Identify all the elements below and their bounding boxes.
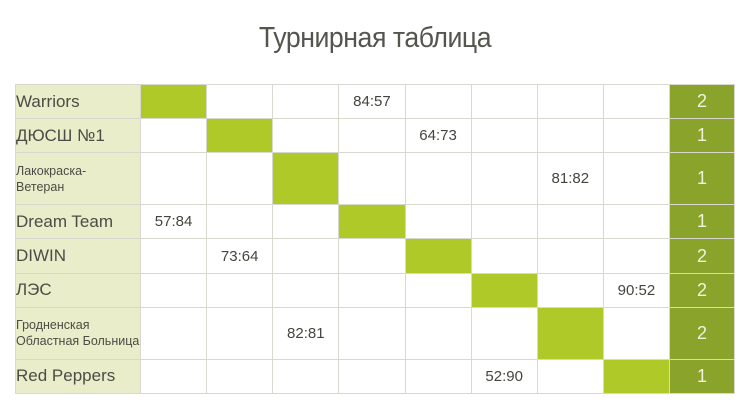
empty-cell (206, 272, 274, 308)
table-row: DIWIN 73:64 2 (15, 238, 735, 274)
empty-cell (272, 204, 340, 240)
empty-cell (602, 83, 671, 120)
points-cell: 1 (669, 358, 735, 395)
team-name: DIWIN (15, 238, 141, 274)
empty-cell (139, 238, 208, 274)
empty-cell (404, 204, 472, 240)
points-cell: 2 (669, 272, 735, 308)
table-row: Лакокраска- Ветеран 81:82 1 (15, 152, 735, 206)
points-cell: 2 (669, 306, 735, 360)
points-cell: 2 (669, 238, 735, 274)
empty-cell (602, 238, 671, 274)
empty-cell (206, 358, 274, 395)
points-cell: 2 (669, 83, 735, 120)
empty-cell (404, 152, 472, 206)
empty-cell (602, 118, 671, 154)
empty-cell (272, 238, 340, 274)
empty-cell (536, 358, 604, 395)
empty-cell (470, 83, 538, 120)
table-row: Warriors 84:57 2 (15, 83, 735, 120)
empty-cell (470, 204, 538, 240)
empty-cell (139, 152, 208, 206)
empty-cell (470, 238, 538, 274)
empty-cell (404, 272, 472, 308)
empty-cell (206, 152, 274, 206)
empty-cell (206, 306, 274, 360)
score-cell: 90:52 (602, 272, 671, 308)
diagonal-cell (404, 238, 472, 274)
diagonal-cell (536, 306, 604, 360)
table-body: Warriors 84:57 2 ДЮСШ №1 64:73 1 Лакокраска- Ве… (15, 83, 735, 395)
score-cell: 57:84 (139, 204, 208, 240)
score-cell: 81:82 (536, 152, 604, 206)
page-title: Турнирная таблица (258, 22, 492, 54)
empty-cell (536, 83, 604, 120)
team-name: ДЮСШ №1 (15, 118, 141, 154)
empty-cell (338, 238, 406, 274)
table-row: Red Peppers 52:90 1 (15, 358, 735, 395)
team-name: Red Peppers (15, 358, 141, 395)
empty-cell (602, 152, 671, 206)
empty-cell (338, 358, 406, 395)
empty-cell (272, 272, 340, 308)
diagonal-cell (338, 204, 406, 240)
empty-cell (470, 118, 538, 154)
empty-cell (206, 204, 274, 240)
team-name: Гродненская Областная Больница (15, 306, 141, 360)
points-cell: 1 (669, 204, 735, 240)
empty-cell (470, 152, 538, 206)
empty-cell (338, 306, 406, 360)
score-cell: 73:64 (206, 238, 274, 274)
empty-cell (206, 83, 274, 120)
empty-cell (536, 204, 604, 240)
empty-cell (139, 306, 208, 360)
diagonal-cell (139, 83, 208, 120)
empty-cell (272, 118, 340, 154)
empty-cell (139, 358, 208, 395)
empty-cell (338, 118, 406, 154)
empty-cell (470, 306, 538, 360)
score-cell: 64:73 (404, 118, 472, 154)
empty-cell (404, 358, 472, 395)
empty-cell (536, 238, 604, 274)
empty-cell (602, 306, 671, 360)
table-row: Dream Team 57:84 1 (15, 204, 735, 240)
table-row: ЛЭС 90:52 2 (15, 272, 735, 308)
team-name: ЛЭС (15, 272, 141, 308)
empty-cell (338, 272, 406, 308)
points-cell: 1 (669, 118, 735, 154)
tournament-table: Warriors 84:57 2 ДЮСШ №1 64:73 1 Лакокраска- Ве… (15, 83, 735, 395)
empty-cell (139, 118, 208, 154)
diagonal-cell (272, 152, 340, 206)
empty-cell (272, 358, 340, 395)
empty-cell (404, 306, 472, 360)
score-cell: 52:90 (470, 358, 538, 395)
empty-cell (139, 272, 208, 308)
diagonal-cell (206, 118, 274, 154)
score-cell: 84:57 (338, 83, 406, 120)
empty-cell (536, 272, 604, 308)
table-row: ДЮСШ №1 64:73 1 (15, 118, 735, 154)
diagonal-cell (602, 358, 671, 395)
points-cell: 1 (669, 152, 735, 206)
empty-cell (602, 204, 671, 240)
table-row: Гродненская Областная Больница 82:81 2 (15, 306, 735, 360)
team-name: Лакокраска- Ветеран (15, 152, 141, 206)
team-name: Warriors (15, 83, 141, 120)
empty-cell (536, 118, 604, 154)
empty-cell (404, 83, 472, 120)
empty-cell (272, 83, 340, 120)
score-cell: 82:81 (272, 306, 340, 360)
empty-cell (338, 152, 406, 206)
team-name: Dream Team (15, 204, 141, 240)
diagonal-cell (470, 272, 538, 308)
